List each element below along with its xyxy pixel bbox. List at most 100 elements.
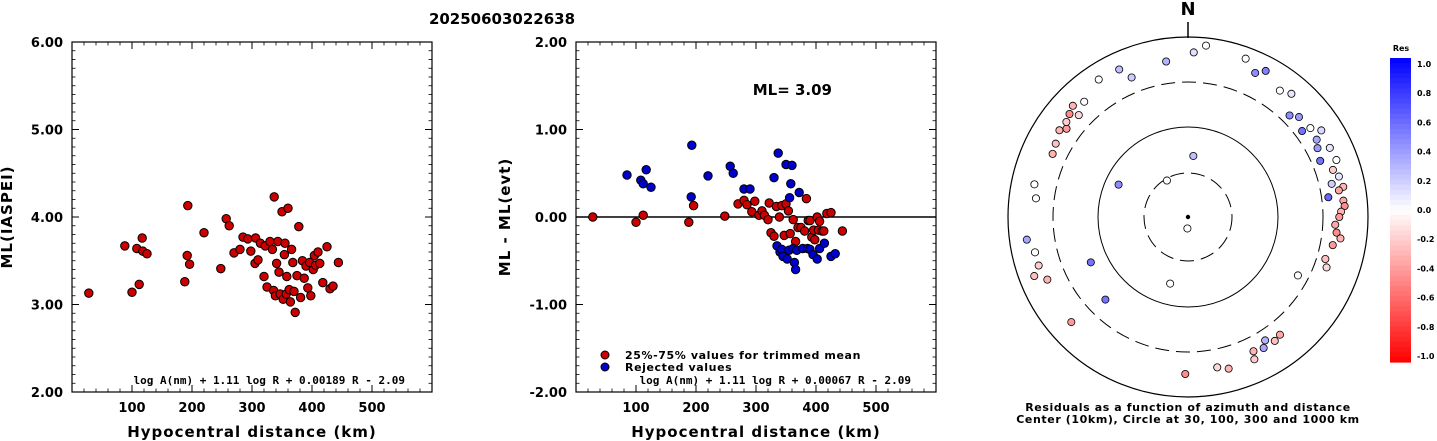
rejected-data-point — [641, 165, 651, 175]
data-point — [788, 214, 798, 225]
rejected-data-point — [784, 193, 795, 203]
colorbar-title: Res — [1393, 44, 1410, 53]
station-point — [1306, 124, 1315, 133]
data-point — [265, 236, 275, 247]
station-point — [1080, 97, 1089, 106]
station-point — [1094, 75, 1103, 84]
formula-label: log A(nm) + 1.11 log R + 0.00067 R - 2.0… — [639, 374, 911, 387]
rejected-data-point — [622, 170, 632, 180]
caption-line-2: Center (10km), Circle at 30, 100, 300 an… — [1016, 413, 1360, 426]
station-point — [1048, 149, 1057, 158]
station-point — [1294, 113, 1303, 122]
data-point — [280, 238, 290, 248]
legend-label-accepted: 25%-75% values for trimmed mean — [625, 349, 861, 362]
station-point — [1202, 41, 1211, 50]
x-tick-label: 500 — [862, 401, 889, 416]
colorbar-swatch — [1390, 341, 1411, 348]
colorbar-swatch — [1390, 78, 1411, 84]
station-point — [1189, 48, 1198, 57]
colorbar-tick-label: 0.8 — [1417, 89, 1432, 98]
station-point — [1250, 355, 1259, 364]
station-point — [1312, 135, 1321, 144]
colorbar-swatch — [1390, 265, 1411, 272]
tick-marks — [71, 41, 433, 393]
rejected-data-point — [819, 238, 830, 248]
station-point — [1189, 151, 1198, 160]
x-tick-labels: 100 200 300 400 500 — [622, 401, 889, 416]
data-points — [84, 192, 344, 318]
station-point — [1022, 235, 1031, 244]
data-point — [127, 287, 137, 297]
y-tick-label: 0.00 — [535, 211, 567, 226]
colorbar-tick-label: -0.6 — [1417, 294, 1435, 303]
station-point — [1030, 272, 1039, 281]
station-point — [1034, 261, 1043, 270]
x-tick-label: 100 — [118, 401, 145, 416]
colorbar-swatch — [1390, 230, 1411, 236]
rejected-data-point — [638, 179, 648, 189]
station-point — [1127, 73, 1136, 82]
station-point — [1183, 224, 1192, 233]
data-point — [688, 200, 699, 211]
ml-vs-distance-panel: 2.00 3.00 4.00 5.00 6.00 100 200 300 400 500 log… — [0, 36, 433, 441]
colorbar-swatch — [1390, 286, 1411, 292]
station-point — [1162, 176, 1171, 185]
data-point — [826, 207, 836, 218]
rejected-data-point — [812, 254, 822, 264]
data-point — [271, 258, 282, 269]
y-tick-label: 6.00 — [31, 36, 63, 51]
data-point — [285, 297, 296, 307]
colorbar-swatch — [1390, 184, 1411, 191]
station-point — [1261, 66, 1270, 75]
data-point — [243, 234, 253, 244]
colorbar-swatch — [1390, 63, 1411, 69]
colorbar-swatch — [1390, 255, 1411, 262]
colorbar-swatch — [1390, 194, 1411, 201]
rejected-data-point — [686, 192, 696, 202]
data-point — [785, 228, 795, 239]
azimuth-residual-panel: N Residuals as a function of azimuth and… — [1007, 0, 1435, 426]
data-point — [288, 257, 298, 268]
colorbar-swatch — [1390, 68, 1411, 74]
data-point — [182, 250, 192, 261]
data-point — [299, 273, 309, 283]
colorbar-swatch — [1390, 321, 1411, 328]
center-point — [1185, 214, 1191, 220]
station-point — [1340, 202, 1349, 211]
station-point — [1313, 144, 1322, 153]
station-point — [1287, 89, 1296, 98]
data-point — [313, 247, 323, 257]
colorbar-swatch — [1390, 260, 1411, 267]
x-axis-label: Hypocentral distance (km) — [631, 423, 881, 441]
station-point — [1115, 65, 1124, 74]
data-point — [235, 244, 245, 255]
colorbar-swatch — [1390, 93, 1411, 100]
colorbar-tick-label: -1.0 — [1417, 352, 1435, 361]
colorbar-swatch — [1390, 336, 1411, 343]
data-point — [199, 228, 209, 238]
station-point — [1251, 68, 1260, 77]
colorbar-swatch — [1390, 296, 1411, 302]
station-point — [1065, 109, 1074, 118]
colorbar-swatch — [1390, 108, 1411, 115]
colorbar-swatch — [1390, 240, 1411, 247]
colorbar-tick-label: 0.2 — [1417, 177, 1431, 186]
data-point — [279, 249, 290, 260]
data-point — [134, 279, 144, 290]
station-point — [1285, 111, 1294, 120]
station-point — [1162, 57, 1171, 66]
data-point — [750, 196, 760, 206]
data-point — [328, 281, 338, 291]
station-point — [1332, 228, 1341, 237]
colorbar-swatch — [1390, 128, 1411, 135]
data-point — [322, 242, 332, 252]
colorbar-swatch — [1390, 250, 1411, 257]
station-point — [1324, 193, 1333, 202]
x-tick-label: 100 — [622, 401, 649, 416]
x-tick-label: 400 — [802, 401, 829, 416]
station-point — [1298, 127, 1307, 136]
y-tick-labels: -2.00 -1.00 0.00 1.00 2.00 — [530, 36, 567, 401]
station-point — [1334, 186, 1343, 195]
data-point — [631, 217, 641, 227]
station-point — [1031, 194, 1040, 203]
